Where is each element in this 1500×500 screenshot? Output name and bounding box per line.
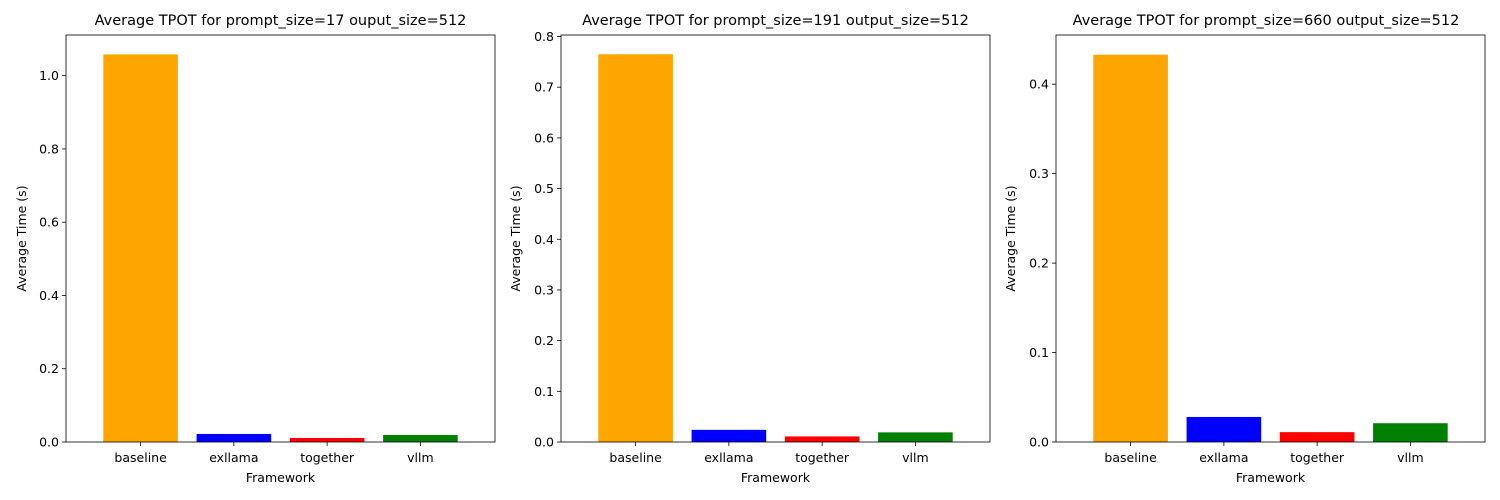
bar-together — [1279, 432, 1355, 442]
x-tick-label: vllm — [902, 450, 929, 465]
y-tick-label: 0.0 — [39, 435, 59, 450]
axes-frame — [1055, 34, 1486, 443]
y-axis-label: Average Time (s) — [1003, 185, 1018, 291]
chart-title: Average TPOT for prompt_size=191 output_… — [582, 13, 969, 29]
bar-exllama — [1186, 416, 1262, 442]
bar-exllama — [196, 433, 272, 442]
chart-panel-1: Average TPOT for prompt_size=17 ouput_si… — [14, 13, 496, 485]
bar-vllm — [878, 432, 953, 442]
y-tick-label: 0.0 — [1029, 435, 1049, 450]
y-tick-label: 0.5 — [534, 181, 554, 196]
y-axis-label: Average Time (s) — [508, 185, 523, 291]
bar-baseline — [103, 54, 178, 443]
y-tick-label: 0.4 — [1029, 77, 1049, 92]
x-tick-label: exllama — [1199, 450, 1248, 465]
y-tick-label: 0.2 — [39, 361, 59, 376]
y-tick-label: 0.2 — [534, 333, 554, 348]
y-tick-label: 0.3 — [534, 282, 554, 297]
y-tick-label: 0.0 — [534, 435, 554, 450]
y-tick-label: 0.8 — [534, 29, 554, 44]
x-tick-label: baseline — [1104, 450, 1157, 465]
bar-exllama — [691, 429, 767, 442]
y-tick-label: 0.6 — [39, 215, 59, 230]
axes-frame — [65, 34, 496, 443]
x-tick-label: exllama — [704, 450, 753, 465]
bar-baseline — [1093, 54, 1168, 443]
chart-panel-2: Average TPOT for prompt_size=191 output_… — [508, 13, 991, 485]
y-axis-label: Average Time (s) — [14, 185, 29, 291]
x-axis-label: Framework — [246, 470, 316, 485]
y-tick-label: 0.2 — [1029, 256, 1049, 271]
y-tick-label: 0.1 — [1029, 345, 1049, 360]
x-tick-label: exllama — [209, 450, 258, 465]
x-tick-label: together — [795, 450, 850, 465]
y-tick-label: 0.4 — [534, 232, 554, 247]
y-tick-label: 0.6 — [534, 130, 554, 145]
x-tick-label: vllm — [407, 450, 434, 465]
bar-vllm — [1373, 423, 1448, 442]
bar-together — [784, 436, 860, 442]
bar-baseline — [598, 54, 673, 442]
x-tick-label: together — [300, 450, 355, 465]
x-tick-label: baseline — [609, 450, 662, 465]
bar-vllm — [383, 435, 458, 442]
x-tick-label: together — [1290, 450, 1345, 465]
y-tick-label: 0.8 — [39, 141, 59, 156]
axes-frame — [560, 34, 991, 443]
x-axis-label: Framework — [741, 470, 811, 485]
x-axis-label: Framework — [1236, 470, 1306, 485]
y-tick-label: 0.7 — [534, 80, 554, 95]
bar-together — [289, 437, 365, 442]
chart-title: Average TPOT for prompt_size=17 ouput_si… — [95, 13, 467, 29]
chart-title: Average TPOT for prompt_size=660 output_… — [1073, 13, 1460, 29]
chart-panel-3: Average TPOT for prompt_size=660 output_… — [1003, 13, 1486, 485]
x-tick-label: baseline — [114, 450, 167, 465]
y-tick-label: 1.0 — [39, 68, 59, 83]
y-tick-label: 0.4 — [39, 288, 59, 303]
y-tick-label: 0.1 — [534, 384, 554, 399]
x-tick-label: vllm — [1397, 450, 1424, 465]
y-tick-label: 0.3 — [1029, 166, 1049, 181]
